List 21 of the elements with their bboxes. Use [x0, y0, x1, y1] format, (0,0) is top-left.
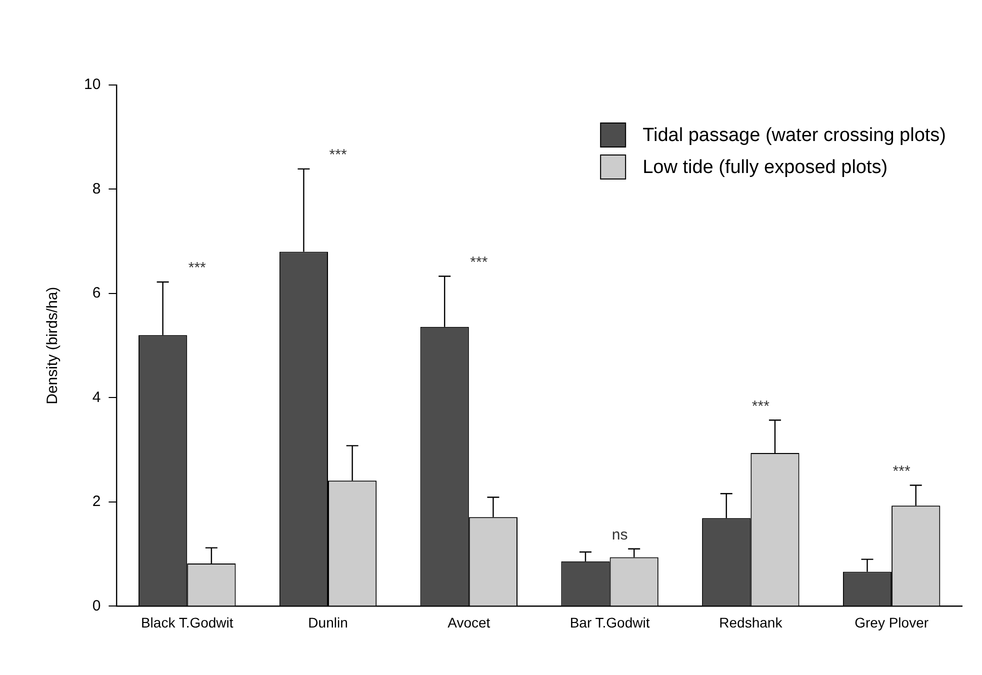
y-tick-label: 4	[92, 388, 101, 406]
annotation: ***	[329, 146, 347, 164]
x-tick-label: Avocet	[448, 614, 490, 630]
annotation: ***	[470, 254, 488, 271]
x-tick-label: Bar T.Godwit	[570, 614, 650, 630]
y-tick-label: 10	[84, 76, 101, 94]
annotation: ***	[188, 260, 206, 277]
x-tick-label: Grey Plover	[854, 614, 929, 630]
legend-label: Tidal passage (water crossing plots)	[642, 125, 946, 146]
x-tick-label: Black T.Godwit	[140, 614, 234, 630]
y-tick-label: 0	[92, 597, 101, 614]
annotation: ns	[612, 526, 628, 544]
y-tick-label: 8	[92, 180, 101, 198]
x-tick-label: Dunlin	[308, 614, 348, 630]
x-tick-label: Redshank	[719, 614, 784, 630]
annotation: ***	[892, 462, 910, 480]
y-axis-title: Density (birds/ha)	[44, 286, 62, 404]
legend-label: Low tide (fully exposed plots)	[642, 157, 888, 178]
y-tick-label: 2	[92, 493, 101, 510]
annotation: ***	[752, 398, 770, 415]
y-tick-label: 6	[92, 284, 101, 302]
